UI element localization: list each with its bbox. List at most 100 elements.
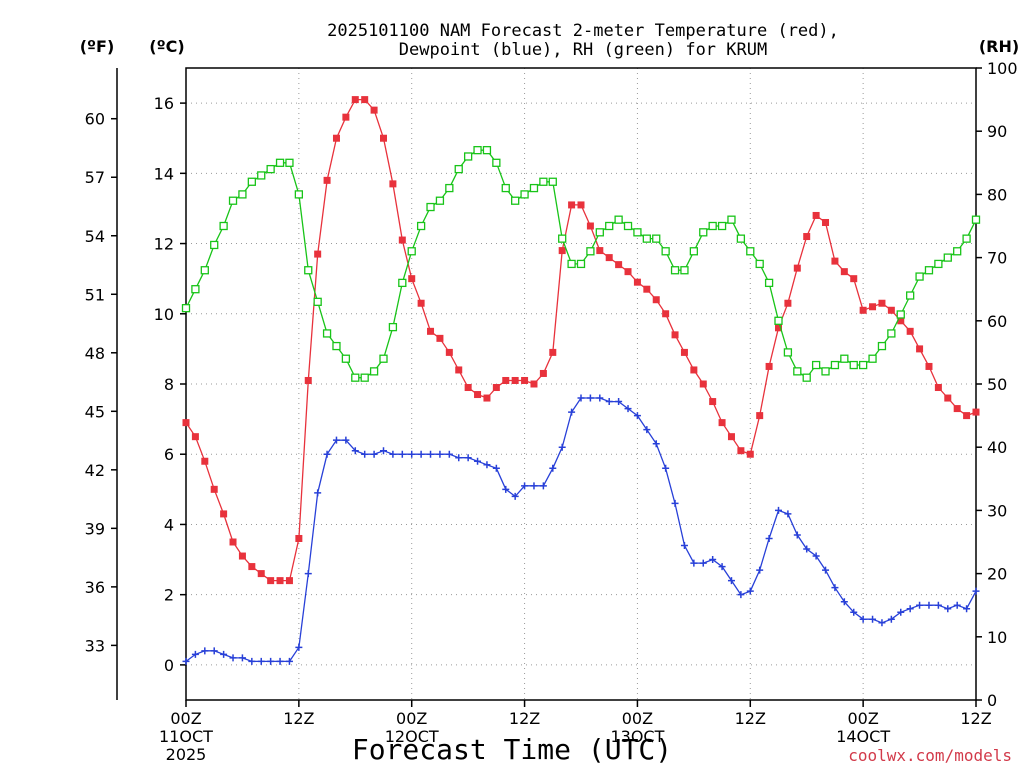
dewpoint-point xyxy=(803,545,811,553)
dewpoint-point xyxy=(238,654,246,662)
dewpoint-point xyxy=(934,601,942,609)
temperature-point xyxy=(502,376,510,384)
temperature-point xyxy=(840,268,848,276)
temperature-point xyxy=(474,391,482,399)
rh-point xyxy=(322,329,332,338)
rh-point xyxy=(247,177,256,186)
rh-point xyxy=(341,354,351,363)
dewpoint-point xyxy=(332,436,340,444)
dewpoint-point xyxy=(474,457,482,465)
temperature-point xyxy=(709,398,717,406)
dewpoint-point xyxy=(558,443,566,451)
celsius-tick-label: 4 xyxy=(164,515,174,534)
celsius-axis: 0 2 4 6 8 10 12 14 16 xyxy=(154,94,186,675)
time-tick-label: 12Z xyxy=(283,709,314,728)
dewpoint-point xyxy=(709,556,717,564)
credit-link[interactable]: coolwx.com/models xyxy=(848,746,1012,765)
rh-point xyxy=(670,266,680,275)
rh-point xyxy=(219,221,228,231)
rh-point xyxy=(736,234,746,243)
dewpoint-point xyxy=(323,450,331,458)
rh-point xyxy=(746,247,755,256)
dewpoint-point xyxy=(662,464,670,472)
rh-tick-label: 30 xyxy=(987,501,1007,520)
dewpoint-point xyxy=(652,440,660,448)
rh-point xyxy=(407,247,416,256)
temperature-series xyxy=(182,96,980,585)
temperature-point xyxy=(643,285,651,293)
rh-point xyxy=(548,177,557,186)
rh-point xyxy=(529,183,539,193)
dewpoint-point xyxy=(887,615,895,623)
rh-point xyxy=(623,221,633,231)
rh-point xyxy=(501,183,510,193)
dewpoint-point xyxy=(182,657,190,665)
rh-point xyxy=(257,171,266,180)
time-tick-label: 14OCT xyxy=(836,727,890,746)
temperature-point xyxy=(332,134,340,142)
rh-point xyxy=(717,221,727,231)
rh-point xyxy=(266,164,275,174)
dewpoint-point xyxy=(727,577,735,585)
rh-point xyxy=(275,158,285,167)
rh-point xyxy=(511,196,520,205)
rh-point xyxy=(934,259,943,269)
rh-point xyxy=(953,247,962,256)
rh-point xyxy=(191,285,200,294)
temperature-point xyxy=(972,408,980,416)
dewpoint-point xyxy=(746,587,754,595)
rh-point xyxy=(539,177,548,186)
x-axis-label: Forecast Time (UTC) xyxy=(352,733,672,766)
temperature-point xyxy=(793,264,801,272)
temperature-point xyxy=(718,419,726,427)
chart-title-line-2: Dewpoint (blue), RH (green) for KRUM xyxy=(399,40,767,60)
dewpoint-point xyxy=(859,615,867,623)
dewpoint-point xyxy=(925,601,933,609)
time-tick-label: 00Z xyxy=(622,709,653,728)
dewpoint-point xyxy=(822,566,830,574)
dewpoint-point xyxy=(445,450,453,458)
temperature-point xyxy=(314,250,322,258)
dewpoint-point xyxy=(248,657,256,665)
rh-point xyxy=(426,202,435,212)
rh-point xyxy=(351,373,360,382)
dewpoint-point xyxy=(492,464,500,472)
dewpoint-point xyxy=(380,447,387,455)
temperature-point xyxy=(699,380,707,388)
dewpoint-point xyxy=(191,650,199,658)
celsius-tick-label: 8 xyxy=(164,375,174,394)
rh-axis: 0 10 20 30 40 50 60 70 80 90 100 xyxy=(976,59,1018,710)
rh-tick-label: 10 xyxy=(987,628,1007,647)
dewpoint-point xyxy=(257,657,265,665)
dewpoint-point xyxy=(408,450,416,458)
temperature-point xyxy=(953,405,961,413)
temperature-point xyxy=(568,201,576,209)
rh-point xyxy=(482,146,492,155)
rh-point xyxy=(727,215,736,224)
temperature-point xyxy=(671,331,679,339)
fahrenheit-tick-label: 39 xyxy=(85,519,105,538)
rh-tick-label: 90 xyxy=(987,122,1007,141)
fahrenheit-tick-label: 36 xyxy=(85,578,105,597)
temperature-point xyxy=(191,433,199,441)
temperature-point xyxy=(210,485,218,493)
dewpoint-point xyxy=(690,559,698,567)
time-tick-label: 00Z xyxy=(396,709,427,728)
temperature-point xyxy=(417,299,425,307)
temperature-point xyxy=(869,303,877,311)
rh-point xyxy=(454,164,463,174)
temperature-point xyxy=(380,134,387,142)
temperature-point xyxy=(323,176,331,184)
rh-point xyxy=(567,259,576,269)
temperature-point xyxy=(596,247,604,255)
rh-point xyxy=(783,348,793,357)
dewpoint-point xyxy=(775,506,782,514)
temperature-point xyxy=(784,299,792,307)
dewpoint-point xyxy=(577,394,585,402)
dewpoint-point xyxy=(633,412,641,420)
rh-tick-label: 20 xyxy=(987,565,1007,584)
temperature-point xyxy=(483,394,491,402)
temperature-point xyxy=(662,310,670,318)
temperature-point xyxy=(859,306,867,314)
